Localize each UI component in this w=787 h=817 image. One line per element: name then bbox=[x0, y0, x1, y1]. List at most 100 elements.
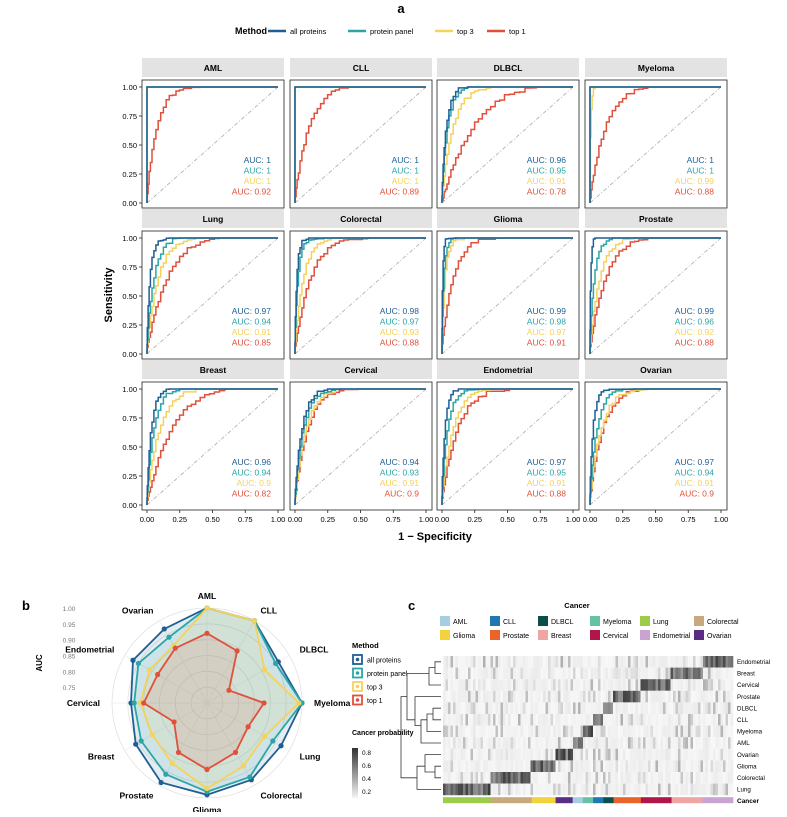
heatmap-cell bbox=[665, 748, 669, 761]
heatmap-cell bbox=[713, 725, 716, 738]
heatmap-cell bbox=[610, 690, 614, 703]
heatmap-cell bbox=[708, 748, 711, 761]
heatmap-cell bbox=[598, 748, 601, 761]
heatmap-cell bbox=[635, 748, 639, 761]
heatmap-cell bbox=[443, 714, 446, 726]
heatmap-cell bbox=[535, 656, 539, 668]
heatmap-cell bbox=[458, 772, 461, 784]
heatmap-cell bbox=[498, 725, 501, 738]
heatmap-cell bbox=[640, 690, 644, 703]
diagonal-reference-dlbcl bbox=[441, 86, 574, 204]
heatmap-cell bbox=[700, 656, 704, 668]
heatmap-cell bbox=[655, 772, 659, 784]
heatmap-cell bbox=[720, 656, 724, 668]
heatmap-cell bbox=[660, 760, 664, 772]
heatmap-cell bbox=[450, 679, 454, 691]
heatmap-cell bbox=[443, 656, 446, 668]
heatmap-cell bbox=[448, 702, 451, 714]
legend-label-top1: top 1 bbox=[509, 27, 526, 36]
heatmap-cell bbox=[690, 656, 694, 668]
heatmap-cell bbox=[705, 690, 709, 703]
heatmap-cell bbox=[485, 690, 489, 703]
heatmap-cell bbox=[498, 783, 501, 796]
heatmap-cell bbox=[503, 702, 506, 714]
heatmap-cell bbox=[618, 667, 621, 680]
heatmap-row-label-prostate: Prostate bbox=[737, 694, 761, 701]
heatmap-cell bbox=[628, 772, 631, 784]
auc-label-prostate-protein-panel: AUC: 0.96 bbox=[675, 317, 714, 327]
heatmap-cell bbox=[693, 772, 696, 784]
heatmap-cell bbox=[655, 656, 659, 668]
heatmap-cell bbox=[503, 679, 506, 691]
heatmap-cell bbox=[520, 725, 524, 738]
heatmap-cell bbox=[505, 748, 509, 761]
heatmap-cell bbox=[613, 725, 616, 738]
heatmap-cell bbox=[685, 667, 689, 680]
heatmap-dendrogram bbox=[400, 661, 441, 790]
heatmap-cell bbox=[463, 690, 466, 703]
heatmap-cell bbox=[560, 783, 564, 796]
heatmap-cell bbox=[515, 725, 519, 738]
heatmap-cell bbox=[555, 748, 559, 761]
heatmap-cell bbox=[683, 783, 686, 796]
radar-point-protein-panel bbox=[272, 660, 279, 667]
auc-label-myeloma-all-proteins: AUC: 1 bbox=[687, 155, 715, 165]
heatmap-cell bbox=[688, 760, 691, 772]
heatmap-cell bbox=[660, 667, 664, 680]
heatmap-cell bbox=[608, 679, 611, 691]
heatmap-cell bbox=[453, 725, 456, 738]
heatmap-cell bbox=[625, 737, 629, 749]
heatmap-cell bbox=[520, 783, 524, 796]
heatmap-legend-label-glioma: Glioma bbox=[453, 633, 475, 640]
radar-point-top1 bbox=[175, 749, 182, 755]
heatmap-cell bbox=[613, 702, 616, 714]
heatmap-cell bbox=[650, 737, 654, 749]
auc-label-lung-top1: AUC: 0.85 bbox=[232, 338, 271, 348]
diagonal-reference-glioma bbox=[441, 237, 574, 355]
heatmap-cell bbox=[525, 760, 529, 772]
heatmap-cell bbox=[670, 783, 674, 796]
heatmap-cell bbox=[495, 656, 499, 668]
heatmap-cell bbox=[673, 783, 676, 796]
heatmap-cell bbox=[570, 679, 574, 691]
heatmap-cell bbox=[693, 656, 696, 668]
heatmap-cell bbox=[713, 714, 716, 726]
heatmap-cell bbox=[595, 702, 599, 714]
heatmap-cell bbox=[675, 656, 679, 668]
heatmap-cell bbox=[708, 783, 711, 796]
heatmap-cell bbox=[455, 760, 459, 772]
heatmap-cell bbox=[520, 667, 524, 680]
heatmap-cell bbox=[608, 714, 611, 726]
heatmap-cell bbox=[688, 748, 691, 761]
heatmap-cell bbox=[613, 772, 616, 784]
colorbar-title: Cancer probability bbox=[352, 730, 414, 737]
heatmap-cell bbox=[513, 737, 516, 749]
heatmap-cell bbox=[495, 783, 499, 796]
heatmap-cell bbox=[500, 783, 504, 796]
heatmap-cell bbox=[585, 737, 589, 749]
heatmap-cell bbox=[483, 748, 486, 761]
heatmap-cell bbox=[508, 667, 511, 680]
heatmap-cell bbox=[620, 690, 624, 703]
heatmap-cell bbox=[453, 760, 456, 772]
heatmap-legend-swatch-aml bbox=[440, 616, 450, 626]
heatmap-cell bbox=[530, 667, 534, 680]
facet-title-dlbcl: DLBCL bbox=[494, 63, 523, 73]
heatmap-cell bbox=[663, 760, 666, 772]
heatmap-cell bbox=[463, 667, 466, 680]
annotation-block-cll bbox=[593, 797, 604, 804]
heatmap-cell bbox=[450, 725, 454, 738]
heatmap-cell bbox=[485, 783, 489, 796]
heatmap-cell bbox=[470, 656, 474, 668]
heatmap-cell bbox=[505, 702, 509, 714]
heatmap-cell bbox=[455, 748, 459, 761]
heatmap-cell bbox=[500, 760, 504, 772]
heatmap-cell bbox=[488, 748, 491, 761]
heatmap-cell bbox=[635, 760, 639, 772]
heatmap-cell bbox=[455, 690, 459, 703]
heatmap-cell bbox=[695, 772, 699, 784]
heatmap-cell bbox=[688, 783, 691, 796]
